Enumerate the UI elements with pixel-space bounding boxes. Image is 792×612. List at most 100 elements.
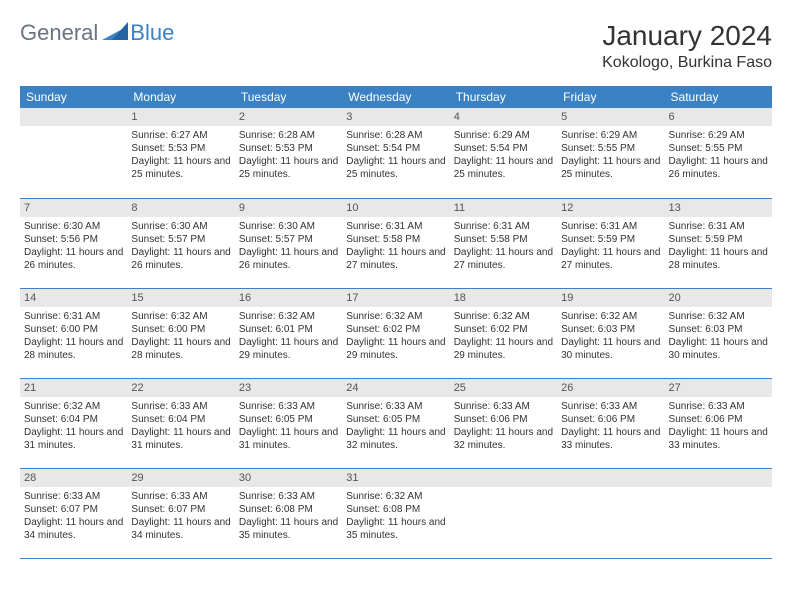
logo: General Blue bbox=[20, 20, 174, 46]
calendar-cell: 18Sunrise: 6:32 AMSunset: 6:02 PMDayligh… bbox=[450, 288, 557, 378]
day-number: 17 bbox=[342, 289, 449, 307]
calendar-cell: 30Sunrise: 6:33 AMSunset: 6:08 PMDayligh… bbox=[235, 468, 342, 558]
day-number: 7 bbox=[20, 199, 127, 217]
calendar-cell: 27Sunrise: 6:33 AMSunset: 6:06 PMDayligh… bbox=[665, 378, 772, 468]
calendar-cell: 7Sunrise: 6:30 AMSunset: 5:56 PMDaylight… bbox=[20, 198, 127, 288]
calendar-cell: 14Sunrise: 6:31 AMSunset: 6:00 PMDayligh… bbox=[20, 288, 127, 378]
calendar-cell: 28Sunrise: 6:33 AMSunset: 6:07 PMDayligh… bbox=[20, 468, 127, 558]
day-data: Sunrise: 6:30 AMSunset: 5:56 PMDaylight:… bbox=[20, 217, 127, 275]
day-data: Sunrise: 6:31 AMSunset: 6:00 PMDaylight:… bbox=[20, 307, 127, 365]
calendar-cell: 3Sunrise: 6:28 AMSunset: 5:54 PMDaylight… bbox=[342, 108, 449, 198]
day-data: Sunrise: 6:27 AMSunset: 5:53 PMDaylight:… bbox=[127, 126, 234, 184]
day-data: Sunrise: 6:28 AMSunset: 5:54 PMDaylight:… bbox=[342, 126, 449, 184]
weekday-header: Sunday bbox=[20, 86, 127, 108]
calendar-cell bbox=[450, 468, 557, 558]
day-number-empty bbox=[557, 469, 664, 487]
calendar-week-row: 21Sunrise: 6:32 AMSunset: 6:04 PMDayligh… bbox=[20, 378, 772, 468]
day-data: Sunrise: 6:32 AMSunset: 6:01 PMDaylight:… bbox=[235, 307, 342, 365]
day-data: Sunrise: 6:32 AMSunset: 6:02 PMDaylight:… bbox=[342, 307, 449, 365]
day-number: 19 bbox=[557, 289, 664, 307]
day-data: Sunrise: 6:29 AMSunset: 5:54 PMDaylight:… bbox=[450, 126, 557, 184]
day-data: Sunrise: 6:33 AMSunset: 6:05 PMDaylight:… bbox=[342, 397, 449, 455]
day-number: 29 bbox=[127, 469, 234, 487]
day-number: 25 bbox=[450, 379, 557, 397]
calendar-cell: 1Sunrise: 6:27 AMSunset: 5:53 PMDaylight… bbox=[127, 108, 234, 198]
day-data: Sunrise: 6:31 AMSunset: 5:58 PMDaylight:… bbox=[342, 217, 449, 275]
calendar-week-row: 14Sunrise: 6:31 AMSunset: 6:00 PMDayligh… bbox=[20, 288, 772, 378]
day-data: Sunrise: 6:33 AMSunset: 6:04 PMDaylight:… bbox=[127, 397, 234, 455]
day-data: Sunrise: 6:33 AMSunset: 6:07 PMDaylight:… bbox=[127, 487, 234, 545]
calendar-cell: 13Sunrise: 6:31 AMSunset: 5:59 PMDayligh… bbox=[665, 198, 772, 288]
calendar-cell bbox=[665, 468, 772, 558]
calendar-cell: 22Sunrise: 6:33 AMSunset: 6:04 PMDayligh… bbox=[127, 378, 234, 468]
day-number-empty bbox=[450, 469, 557, 487]
calendar-cell: 10Sunrise: 6:31 AMSunset: 5:58 PMDayligh… bbox=[342, 198, 449, 288]
title-block: January 2024 Kokologo, Burkina Faso bbox=[602, 20, 772, 72]
calendar-cell: 25Sunrise: 6:33 AMSunset: 6:06 PMDayligh… bbox=[450, 378, 557, 468]
day-number: 22 bbox=[127, 379, 234, 397]
day-data: Sunrise: 6:32 AMSunset: 6:03 PMDaylight:… bbox=[665, 307, 772, 365]
day-data: Sunrise: 6:33 AMSunset: 6:07 PMDaylight:… bbox=[20, 487, 127, 545]
day-number: 8 bbox=[127, 199, 234, 217]
weekday-header: Tuesday bbox=[235, 86, 342, 108]
day-number: 18 bbox=[450, 289, 557, 307]
day-data: Sunrise: 6:29 AMSunset: 5:55 PMDaylight:… bbox=[557, 126, 664, 184]
header: General Blue January 2024 Kokologo, Burk… bbox=[20, 20, 772, 72]
logo-text-general: General bbox=[20, 20, 98, 46]
calendar-cell: 9Sunrise: 6:30 AMSunset: 5:57 PMDaylight… bbox=[235, 198, 342, 288]
day-number: 26 bbox=[557, 379, 664, 397]
day-number: 20 bbox=[665, 289, 772, 307]
day-data: Sunrise: 6:33 AMSunset: 6:08 PMDaylight:… bbox=[235, 487, 342, 545]
day-data: Sunrise: 6:32 AMSunset: 6:08 PMDaylight:… bbox=[342, 487, 449, 545]
weekday-header: Saturday bbox=[665, 86, 772, 108]
day-number: 27 bbox=[665, 379, 772, 397]
day-number: 4 bbox=[450, 108, 557, 126]
calendar-cell: 29Sunrise: 6:33 AMSunset: 6:07 PMDayligh… bbox=[127, 468, 234, 558]
calendar-cell: 5Sunrise: 6:29 AMSunset: 5:55 PMDaylight… bbox=[557, 108, 664, 198]
day-data: Sunrise: 6:33 AMSunset: 6:06 PMDaylight:… bbox=[450, 397, 557, 455]
day-number: 2 bbox=[235, 108, 342, 126]
day-number: 31 bbox=[342, 469, 449, 487]
logo-triangle-icon bbox=[102, 22, 128, 45]
weekday-header: Thursday bbox=[450, 86, 557, 108]
month-title: January 2024 bbox=[602, 20, 772, 52]
weekday-header: Friday bbox=[557, 86, 664, 108]
day-data: Sunrise: 6:31 AMSunset: 5:59 PMDaylight:… bbox=[665, 217, 772, 275]
day-data: Sunrise: 6:31 AMSunset: 5:59 PMDaylight:… bbox=[557, 217, 664, 275]
day-number: 16 bbox=[235, 289, 342, 307]
day-number: 28 bbox=[20, 469, 127, 487]
day-data: Sunrise: 6:32 AMSunset: 6:04 PMDaylight:… bbox=[20, 397, 127, 455]
day-data: Sunrise: 6:31 AMSunset: 5:58 PMDaylight:… bbox=[450, 217, 557, 275]
day-data: Sunrise: 6:32 AMSunset: 6:00 PMDaylight:… bbox=[127, 307, 234, 365]
logo-text-blue: Blue bbox=[130, 20, 174, 46]
day-number: 3 bbox=[342, 108, 449, 126]
day-number: 30 bbox=[235, 469, 342, 487]
weekday-header: Monday bbox=[127, 86, 234, 108]
calendar-cell: 24Sunrise: 6:33 AMSunset: 6:05 PMDayligh… bbox=[342, 378, 449, 468]
day-number: 10 bbox=[342, 199, 449, 217]
day-number: 21 bbox=[20, 379, 127, 397]
day-number: 6 bbox=[665, 108, 772, 126]
calendar-cell: 8Sunrise: 6:30 AMSunset: 5:57 PMDaylight… bbox=[127, 198, 234, 288]
day-data: Sunrise: 6:32 AMSunset: 6:03 PMDaylight:… bbox=[557, 307, 664, 365]
day-number: 5 bbox=[557, 108, 664, 126]
day-number: 24 bbox=[342, 379, 449, 397]
day-number-empty bbox=[20, 108, 127, 126]
day-data: Sunrise: 6:30 AMSunset: 5:57 PMDaylight:… bbox=[127, 217, 234, 275]
day-number: 9 bbox=[235, 199, 342, 217]
day-number: 23 bbox=[235, 379, 342, 397]
calendar-week-row: 28Sunrise: 6:33 AMSunset: 6:07 PMDayligh… bbox=[20, 468, 772, 558]
calendar-cell: 17Sunrise: 6:32 AMSunset: 6:02 PMDayligh… bbox=[342, 288, 449, 378]
day-data: Sunrise: 6:33 AMSunset: 6:06 PMDaylight:… bbox=[665, 397, 772, 455]
day-data: Sunrise: 6:28 AMSunset: 5:53 PMDaylight:… bbox=[235, 126, 342, 184]
calendar-table: SundayMondayTuesdayWednesdayThursdayFrid… bbox=[20, 86, 772, 559]
day-data: Sunrise: 6:33 AMSunset: 6:05 PMDaylight:… bbox=[235, 397, 342, 455]
weekday-header-row: SundayMondayTuesdayWednesdayThursdayFrid… bbox=[20, 86, 772, 108]
calendar-week-row: 7Sunrise: 6:30 AMSunset: 5:56 PMDaylight… bbox=[20, 198, 772, 288]
calendar-cell: 21Sunrise: 6:32 AMSunset: 6:04 PMDayligh… bbox=[20, 378, 127, 468]
day-data: Sunrise: 6:33 AMSunset: 6:06 PMDaylight:… bbox=[557, 397, 664, 455]
calendar-week-row: 1Sunrise: 6:27 AMSunset: 5:53 PMDaylight… bbox=[20, 108, 772, 198]
day-number: 15 bbox=[127, 289, 234, 307]
day-number-empty bbox=[665, 469, 772, 487]
day-number: 13 bbox=[665, 199, 772, 217]
